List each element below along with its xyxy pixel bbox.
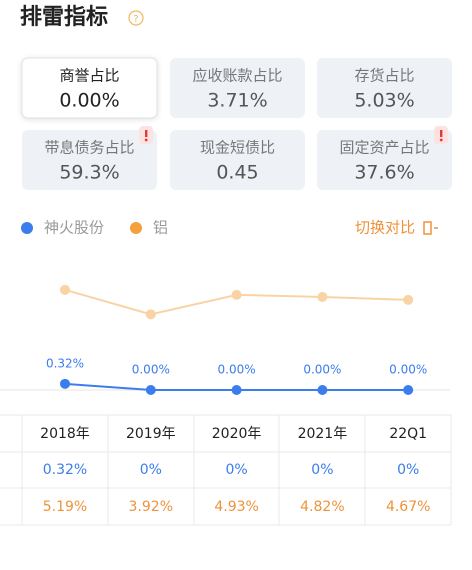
- data-label: 0.00%: [132, 363, 170, 377]
- metric-card[interactable]: [317, 130, 452, 190]
- table-header: 2021年: [298, 426, 348, 442]
- table-cell: 0%: [397, 462, 419, 478]
- data-label: 0.00%: [389, 363, 427, 377]
- card-label: 应收账款占比: [192, 67, 282, 85]
- table-cell: 4.82%: [300, 499, 344, 515]
- table-header: 2018年: [40, 426, 90, 442]
- data-label: 0.32%: [46, 356, 84, 370]
- data-label: 0.00%: [218, 363, 256, 377]
- table-cell: 4.93%: [214, 499, 258, 515]
- legend-label: 神火股份: [44, 219, 104, 237]
- table-header: 22Q1: [389, 426, 427, 442]
- table-cell: 0%: [225, 462, 247, 478]
- legend-dot: [21, 222, 33, 234]
- card-value: 0.45: [216, 162, 258, 184]
- data-point: [60, 378, 70, 389]
- data-point: [60, 284, 70, 295]
- card-label: 固定资产占比: [339, 139, 429, 157]
- warning-dot: [144, 138, 148, 142]
- data-point: [317, 291, 328, 302]
- card-label: 现金短债比: [200, 139, 275, 157]
- table-cell: 5.19%: [43, 499, 87, 515]
- data-point: [231, 289, 242, 300]
- table-cell: 4.67%: [386, 499, 430, 515]
- help-icon-mark: ?: [133, 14, 138, 25]
- metric-card[interactable]: [317, 58, 452, 118]
- card-label: 带息债务占比: [44, 139, 134, 157]
- legend-label: 铝: [153, 219, 168, 237]
- help-icon[interactable]: [128, 10, 144, 26]
- card-value: 59.3%: [59, 162, 119, 184]
- legend-dot: [130, 222, 142, 234]
- metric-card[interactable]: [21, 57, 158, 119]
- data-label: 0.00%: [303, 363, 341, 377]
- data-point: [403, 294, 414, 305]
- data-point: [317, 385, 328, 395]
- card-value: 0.00%: [59, 90, 119, 112]
- toggle-icon[interactable]: [423, 221, 438, 235]
- data-point: [231, 385, 242, 395]
- card-label: 商誉占比: [59, 67, 119, 85]
- card-label: 存货占比: [354, 67, 414, 85]
- table-cell: 0%: [311, 462, 333, 478]
- metric-card[interactable]: [170, 130, 305, 190]
- table-header: 2020年: [212, 426, 262, 442]
- warning-mark: [145, 130, 148, 137]
- warning-mark: [440, 130, 443, 137]
- card-value: 3.71%: [207, 90, 267, 112]
- table-header: 2019年: [126, 426, 176, 442]
- table-cell: 0%: [140, 462, 162, 478]
- data-point: [145, 309, 156, 320]
- metric-card[interactable]: [170, 58, 305, 118]
- toggle-compare[interactable]: 切换对比: [355, 219, 415, 237]
- warning-dot: [439, 138, 443, 142]
- table-cell: 3.92%: [129, 499, 173, 515]
- card-value: 37.6%: [354, 162, 414, 184]
- card-value: 5.03%: [354, 90, 414, 112]
- data-point: [145, 385, 156, 395]
- metric-card[interactable]: [22, 130, 157, 190]
- data-point: [403, 385, 414, 395]
- table-cell: 0.32%: [43, 462, 87, 478]
- page-title: 排雷指标: [20, 4, 108, 30]
